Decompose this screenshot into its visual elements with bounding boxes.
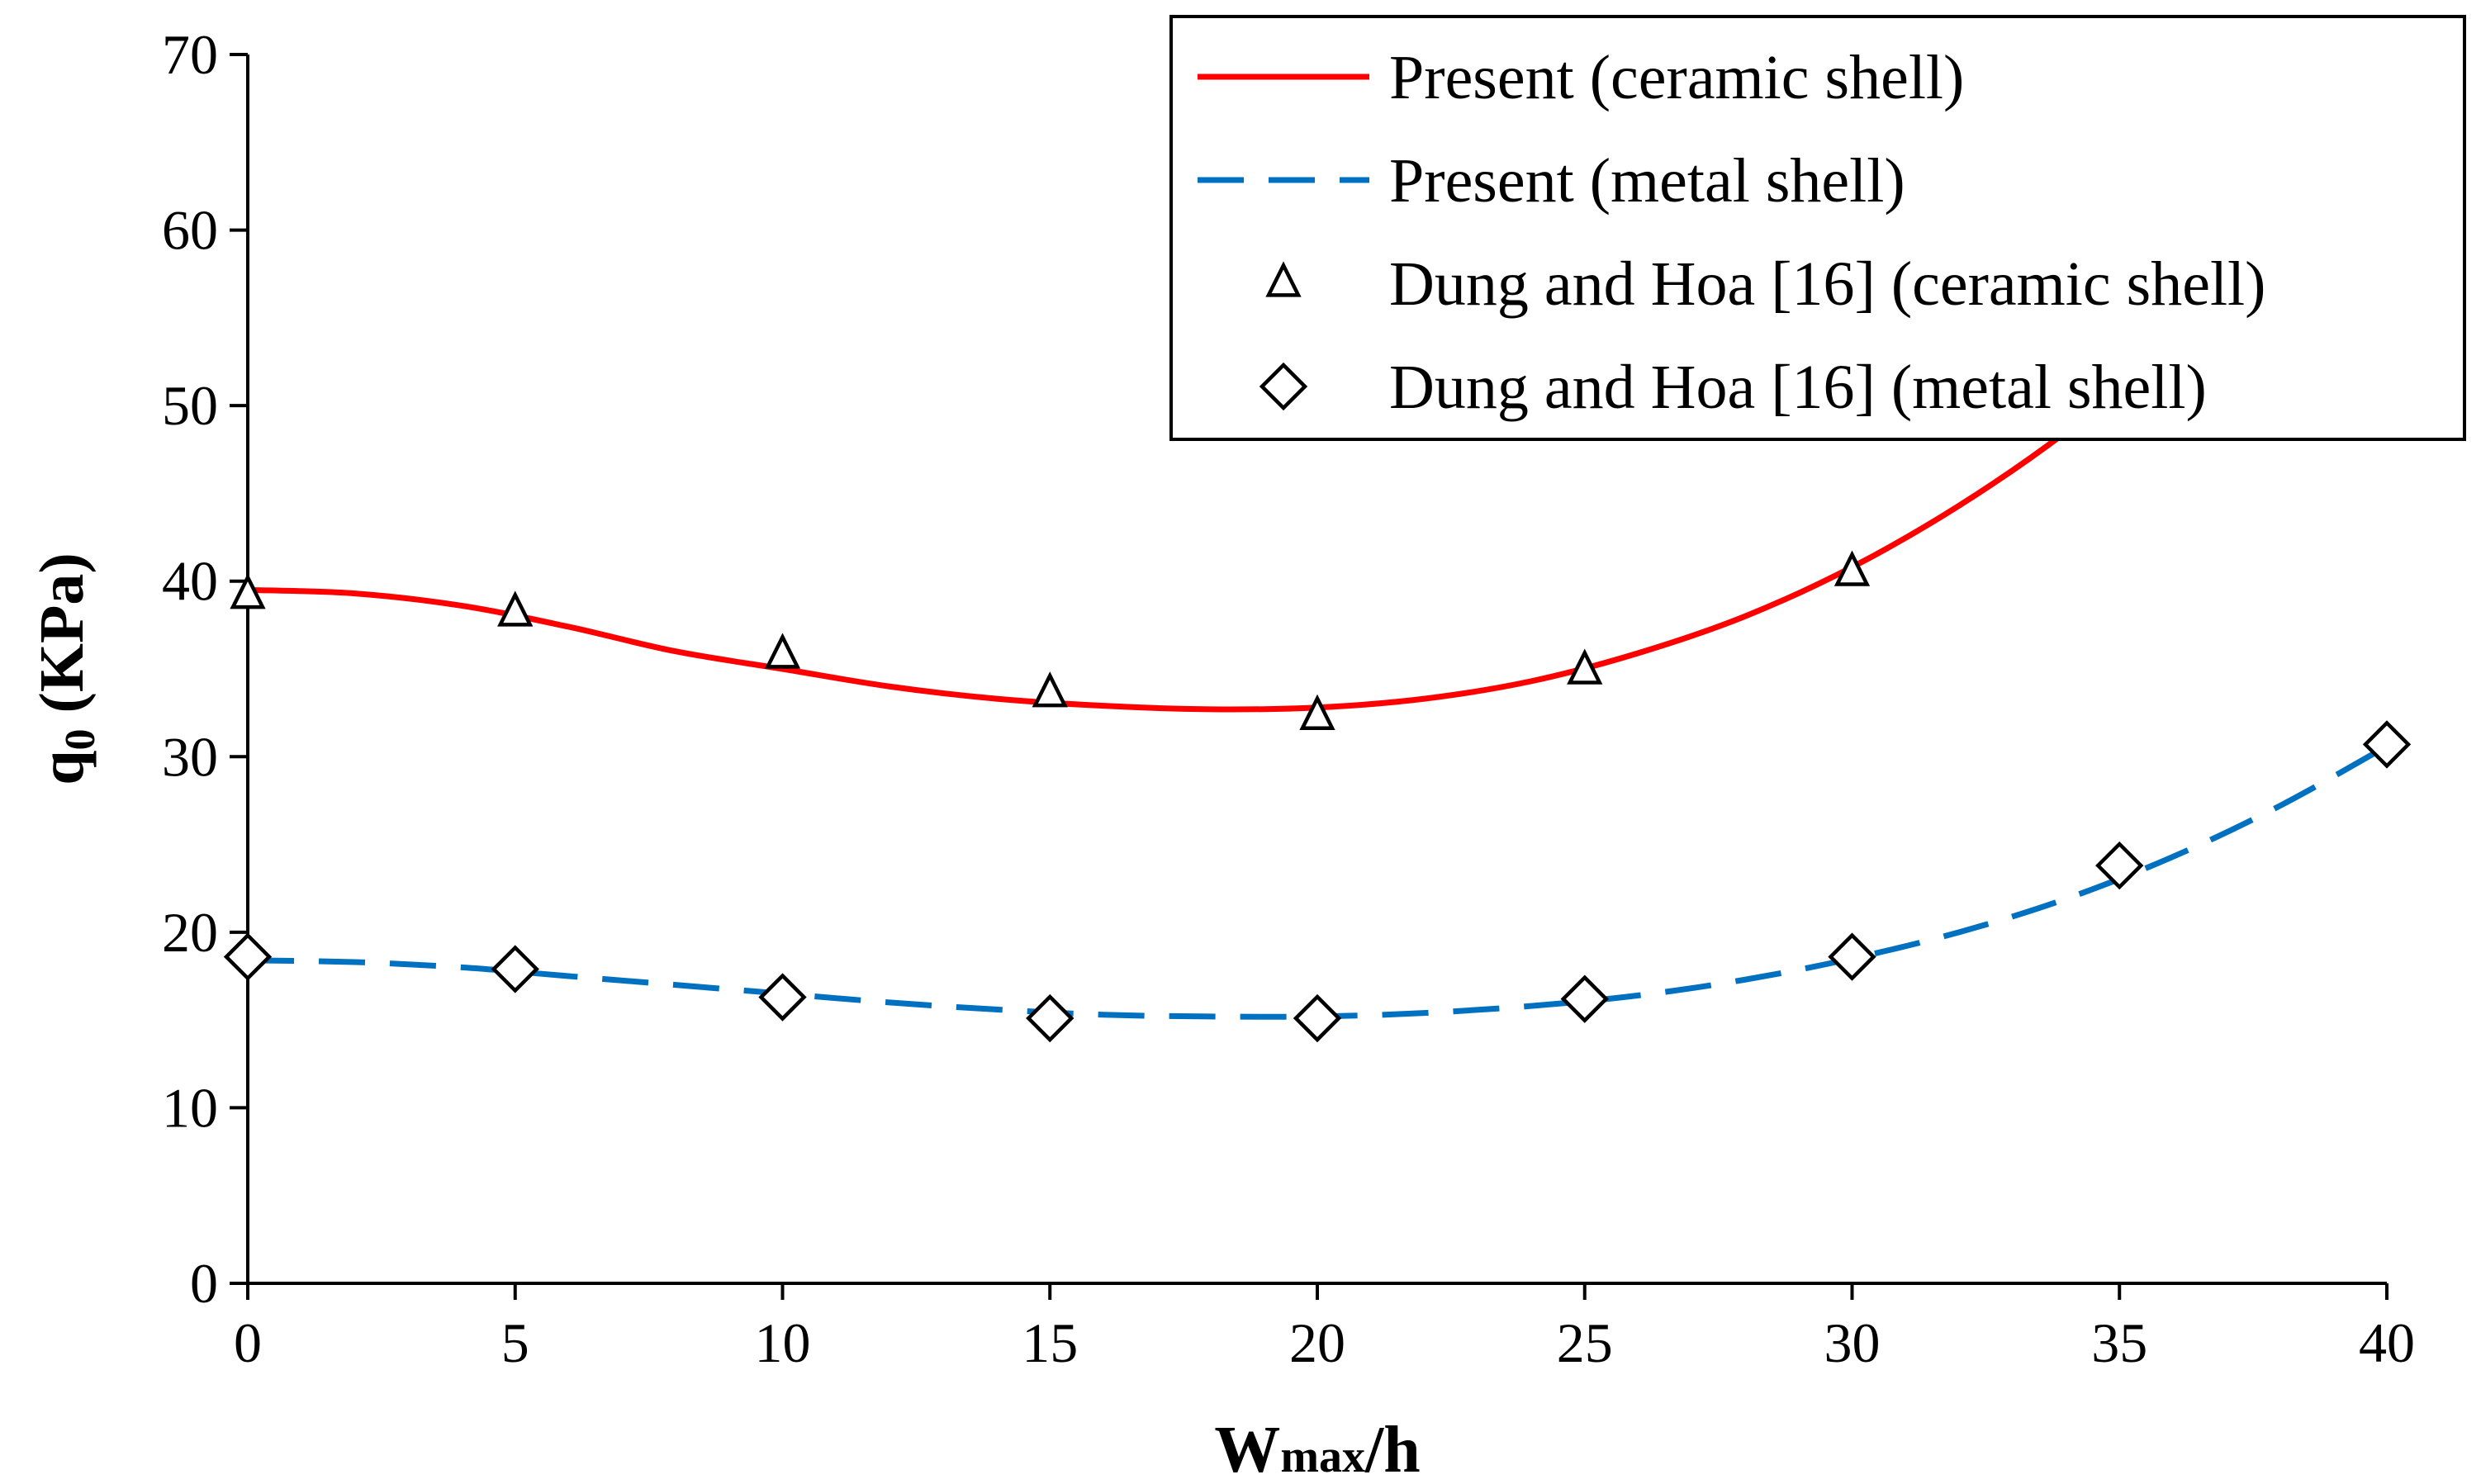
marker-diamond-metal [1293, 993, 1342, 1043]
x-tick-label: 15 [1022, 1311, 1078, 1374]
series-line-present-metal [248, 743, 2388, 1020]
legend-swatch-diamond [1259, 362, 1308, 411]
legend-label: Dung and Hoa [16] (ceramic shell) [1389, 249, 2265, 319]
x-tick-label: 0 [234, 1311, 262, 1374]
y-axis-title-rest: (KPa) [27, 552, 97, 728]
marker-triangle-ceramic [497, 590, 534, 627]
legend-swatch-triangle [1265, 261, 1302, 297]
series-line-present-ceramic [248, 342, 2175, 713]
legend-label: Present (ceramic shell) [1389, 43, 1964, 112]
x-tick-label: 35 [2091, 1311, 2147, 1374]
marker-triangle-ceramic [230, 573, 266, 609]
marker-diamond-metal [758, 973, 807, 1022]
legend-label: Dung and Hoa [16] (metal shell) [1389, 353, 2207, 422]
marker-triangle-ceramic [1567, 648, 1603, 685]
marker-diamond-metal [223, 932, 273, 981]
x-tick-label: 30 [1824, 1311, 1881, 1374]
y-tick-label: 50 [162, 374, 218, 437]
x-axis-title: Wmax/h [1214, 1414, 1420, 1484]
marker-triangle-ceramic [764, 633, 801, 669]
y-axis-title-main: q [27, 750, 97, 785]
marker-triangle-ceramic [1032, 671, 1068, 708]
y-tick-label: 70 [162, 23, 218, 86]
x-tick-label: 40 [2359, 1311, 2415, 1374]
y-tick-label: 10 [162, 1076, 218, 1139]
legend-box [1169, 15, 2466, 441]
x-tick-label: 5 [501, 1311, 529, 1374]
marker-diamond-metal [491, 945, 539, 993]
y-tick-label: 60 [162, 199, 218, 262]
marker-diamond-metal [1026, 993, 1074, 1043]
legend-label: Present (metal shell) [1389, 146, 1905, 216]
y-tick-label: 20 [162, 901, 218, 964]
x-tick-label: 10 [755, 1311, 811, 1374]
marker-diamond-metal [1828, 932, 1876, 981]
x-tick-label: 25 [1557, 1311, 1613, 1374]
x-tick-label: 20 [1289, 1311, 1345, 1374]
y-axis-title-subscript: 0 [57, 728, 104, 750]
y-tick-label: 40 [162, 550, 218, 613]
marker-triangle-ceramic [1299, 694, 1335, 731]
y-tick-label: 30 [162, 725, 218, 788]
marker-diamond-metal [2095, 841, 2144, 890]
y-tick-label: 0 [190, 1252, 218, 1315]
marker-diamond-metal [1560, 974, 1609, 1023]
x-axis-title-subscript: max [1280, 1431, 1365, 1482]
marker-triangle-ceramic [1833, 550, 1871, 586]
y-axis-title: q0 (KPa) [27, 552, 104, 785]
x-axis-title-main: W [1214, 1414, 1280, 1484]
x-axis-title-rest: /h [1364, 1414, 1421, 1484]
marker-diamond-metal [2362, 720, 2412, 769]
